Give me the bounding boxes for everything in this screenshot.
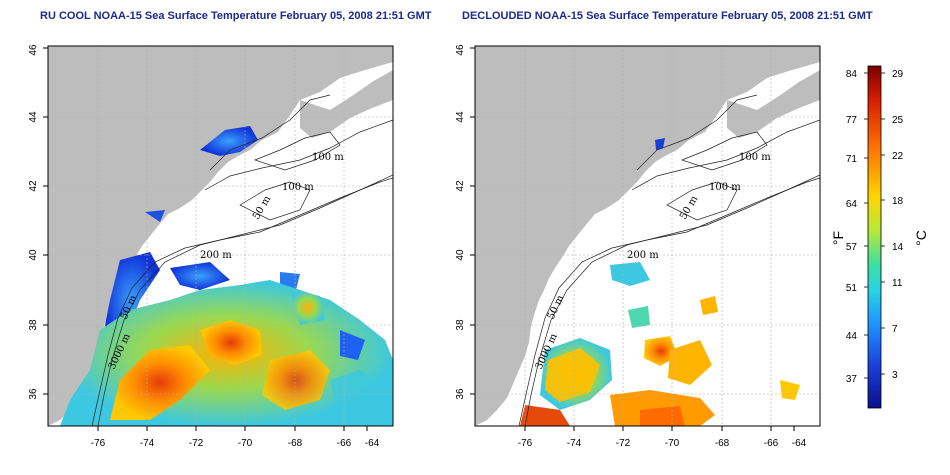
left-lat-tick: 46 — [28, 44, 39, 56]
colorbar-gradient — [867, 65, 882, 409]
left-lat-tick: 44 — [28, 111, 39, 123]
right-lat-tick: 46 — [455, 44, 466, 56]
right-lon-tick: -66 — [764, 438, 779, 449]
right-y-axis — [470, 47, 475, 395]
right-lat-tick: 42 — [455, 180, 466, 192]
right-lon-tick: -74 — [567, 438, 582, 449]
right-lat-tick: 38 — [455, 319, 466, 331]
left-lat-tick: 36 — [28, 388, 39, 400]
right-lon-tick: -72 — [616, 438, 631, 449]
colorbar-f-tick: 37 — [846, 374, 858, 385]
left-lon-tick: -68 — [288, 438, 303, 449]
colorbar-c-tick: 29 — [892, 69, 904, 80]
left-lon-tick: -66 — [337, 438, 352, 449]
colorbar-c-tick: 7 — [892, 324, 898, 335]
left-map: 100 m 100 m 50 m 200 m 50 m 3000 m — [48, 46, 393, 426]
colorbar-f-tick: 44 — [846, 331, 858, 342]
left-x-axis — [97, 426, 368, 431]
colorbar-unit-celsius: °C — [913, 230, 929, 246]
left-lat-tick: 38 — [28, 319, 39, 331]
colorbar-f-tick: 64 — [846, 199, 858, 210]
left-lon-tick: -70 — [238, 438, 253, 449]
colorbar-c-tick: 22 — [892, 151, 904, 162]
right-contour-label-4: 200 m — [627, 250, 659, 261]
right-map: 100 m 100 m 50 m 200 m 50 m 3000 m — [475, 46, 820, 426]
left-contour-label-1: 100 m — [312, 152, 344, 163]
right-lat-tick: 44 — [455, 111, 466, 123]
colorbar-f-tick: 77 — [846, 115, 858, 126]
right-lon-tick: -68 — [715, 438, 730, 449]
right-map-frame — [474, 45, 821, 427]
colorbar-c-tick: 25 — [892, 115, 904, 126]
left-land — [48, 46, 393, 426]
colorbar-f-tick: 71 — [846, 154, 858, 165]
left-lat-tick: 42 — [28, 180, 39, 192]
colorbar-c-tick: 3 — [892, 370, 898, 381]
left-lat-tick: 40 — [28, 249, 39, 261]
left-contour-label-4: 200 m — [200, 250, 232, 261]
right-land — [475, 46, 820, 426]
colorbar-c-tick: 18 — [892, 196, 904, 207]
right-lat-tick: 36 — [455, 388, 466, 400]
left-contour-label-2: 100 m — [282, 182, 314, 193]
left-lon-tick: -76 — [91, 438, 106, 449]
left-lon-tick: -64 — [365, 438, 380, 449]
colorbar-c-tick: 11 — [892, 278, 903, 289]
right-x-axis — [524, 426, 795, 431]
right-lon-tick: -70 — [665, 438, 680, 449]
left-y-axis — [43, 47, 48, 395]
left-lon-tick: -74 — [140, 438, 155, 449]
right-lon-tick: -76 — [518, 438, 533, 449]
colorbar-f-tick: 51 — [846, 283, 858, 294]
left-panel-title: RU COOL NOAA-15 Sea Surface Temperature … — [40, 10, 432, 22]
right-lon-tick: -64 — [792, 438, 807, 449]
colorbar-f-tick: 57 — [846, 242, 858, 253]
right-panel-title: DECLOUDED NOAA-15 Sea Surface Temperatur… — [462, 10, 873, 22]
right-lat-tick: 40 — [455, 249, 466, 261]
left-map-frame — [47, 45, 394, 427]
right-contour-label-1: 100 m — [739, 152, 771, 163]
left-lon-tick: -72 — [189, 438, 204, 449]
colorbar-unit-fahrenheit: °F — [830, 231, 846, 245]
colorbar-f-tick: 84 — [846, 69, 858, 80]
right-contour-label-2: 100 m — [709, 182, 741, 193]
colorbar-c-tick: 14 — [892, 242, 904, 253]
temperature-colorbar: 84 77 71 64 57 51 44 37 29 25 22 18 14 1… — [830, 65, 929, 409]
